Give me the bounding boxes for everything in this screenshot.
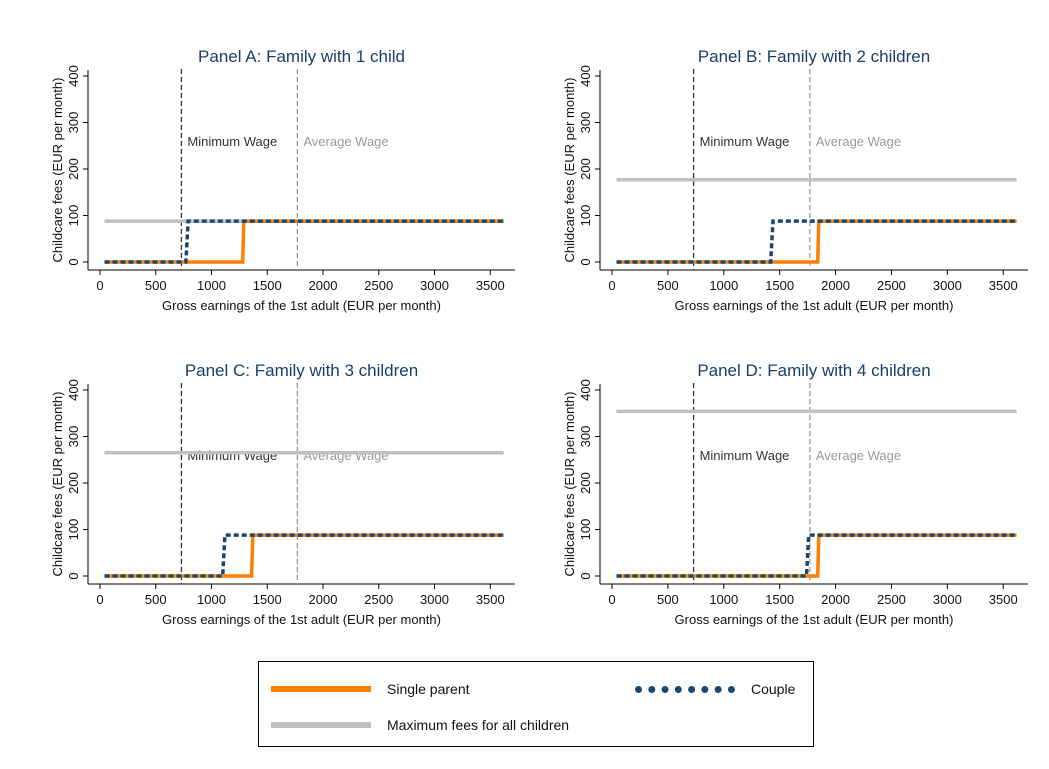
panel-1-series-couple (104, 219, 504, 264)
panel-2-y-axis-title: Childcare fees (EUR per month) (562, 78, 577, 263)
panel-4-x-tick-label: 2000 (821, 592, 850, 607)
panel-3-y-axis-title: Childcare fees (EUR per month) (50, 392, 65, 577)
panel-4-ref-label-minimum-wage: Minimum Wage (700, 448, 790, 463)
panel-1-x-tick-label: 2000 (309, 278, 338, 293)
panel-2-x-tick-label: 0 (608, 278, 615, 293)
legend-swatch-couple (635, 685, 735, 693)
panel-3-ref-label-average-wage: Average Wage (303, 448, 388, 463)
panel-2-y-tick-label: 100 (578, 205, 593, 227)
panel-1-x-axis-title: Gross earnings of the 1st adult (EUR per… (162, 298, 441, 313)
panel-3-x-tick-label: 1000 (197, 592, 226, 607)
panel-1-x-tick-label: 3000 (420, 278, 449, 293)
panel-3-series-single-parent (104, 533, 504, 578)
panel-4-title: Panel D: Family with 4 children (697, 361, 930, 380)
panel-1-ref-label-average-wage: Average Wage (303, 134, 388, 149)
panel-3-x-axis-title: Gross earnings of the 1st adult (EUR per… (162, 612, 441, 627)
panel-2-ref-label-minimum-wage: Minimum Wage (700, 134, 790, 149)
panel-4-ref-label-average-wage: Average Wage (816, 448, 901, 463)
panel-4-y-tick-label: 0 (578, 572, 593, 579)
panel-2-x-tick-label: 3500 (989, 278, 1018, 293)
panel-1-y-axis-title: Childcare fees (EUR per month) (50, 78, 65, 263)
panel-4-x-tick-label: 1000 (709, 592, 738, 607)
panel-3-ref-label-minimum-wage: Minimum Wage (187, 448, 277, 463)
panel-1-ref-label-minimum-wage: Minimum Wage (187, 134, 277, 149)
legend-swatch-max-fees (271, 722, 371, 728)
panel-2-x-tick-label: 2500 (877, 278, 906, 293)
panel-2-y-tick-label: 400 (578, 65, 593, 87)
panel-4-y-tick-label: 100 (578, 519, 593, 541)
panel-2-y-tick-label: 200 (578, 158, 593, 180)
panel-4-y-tick-label: 200 (578, 472, 593, 494)
panel-4-x-tick-label: 500 (657, 592, 679, 607)
panel-2-y-tick-label: 300 (578, 112, 593, 134)
panel-4-x-tick-label: 3000 (933, 592, 962, 607)
panel-2-x-tick-label: 500 (657, 278, 679, 293)
panel-3-x-tick-label: 500 (145, 592, 167, 607)
panel-2-ref-label-average-wage: Average Wage (816, 134, 901, 149)
panel-1-y-tick-label: 200 (66, 158, 81, 180)
panel-2-x-axis-title: Gross earnings of the 1st adult (EUR per… (675, 298, 954, 313)
panel-4-y-tick-label: 400 (578, 379, 593, 401)
legend: Single parent Couple Maximum fees for al… (258, 661, 814, 747)
panel-1-x-tick-label: 0 (96, 278, 103, 293)
legend-swatch-single-parent (271, 686, 371, 692)
panel-3-title: Panel C: Family with 3 children (185, 361, 418, 380)
panel-4-series-single-parent (616, 533, 1017, 578)
panel-3-x-tick-label: 2000 (309, 592, 338, 607)
panel-1-y-tick-label: 0 (66, 258, 81, 265)
panel-2-series-single-parent (616, 219, 1017, 264)
panel-1-y-tick-label: 400 (66, 65, 81, 87)
panel-1-y-tick-label: 100 (66, 205, 81, 227)
panel-3-x-tick-label: 3000 (420, 592, 449, 607)
panel-2-x-tick-label: 1500 (765, 278, 794, 293)
panel-4-y-axis-title: Childcare fees (EUR per month) (562, 392, 577, 577)
panel-1-x-tick-label: 3500 (476, 278, 505, 293)
panel-4-x-tick-label: 2500 (877, 592, 906, 607)
panel-2-title: Panel B: Family with 2 children (698, 47, 930, 66)
panel-2-x-tick-label: 2000 (821, 278, 850, 293)
panel-3-x-tick-label: 1500 (253, 592, 282, 607)
panel-3-y-tick-label: 100 (66, 519, 81, 541)
panel-4-x-tick-label: 3500 (989, 592, 1018, 607)
panel-2-x-tick-label: 3000 (933, 278, 962, 293)
legend-label-max-fees: Maximum fees for all children (387, 717, 570, 733)
panel-3-x-tick-label: 0 (96, 592, 103, 607)
legend-label-single-parent: Single parent (387, 681, 470, 697)
panel-1-series-single-parent (104, 219, 504, 264)
panel-3-x-tick-label: 2500 (364, 592, 393, 607)
panel-1-title: Panel A: Family with 1 child (198, 47, 405, 66)
legend-label-couple: Couple (751, 681, 796, 697)
panel-2-y-tick-label: 0 (578, 258, 593, 265)
panel-4-x-tick-label: 0 (608, 592, 615, 607)
panel-2-x-tick-label: 1000 (709, 278, 738, 293)
legend-item-max-fees: Maximum fees for all children (271, 715, 569, 735)
panel-1-x-tick-label: 1500 (253, 278, 282, 293)
panel-4-x-tick-label: 1500 (765, 592, 794, 607)
panel-3-x-tick-label: 3500 (476, 592, 505, 607)
panel-3-y-tick-label: 200 (66, 472, 81, 494)
panel-3-y-tick-label: 300 (66, 426, 81, 448)
panel-2-series-couple (616, 219, 1017, 264)
panel-4-y-tick-label: 300 (578, 426, 593, 448)
panel-1-y-tick-label: 300 (66, 112, 81, 134)
legend-item-single-parent: Single parent (271, 679, 470, 699)
panel-3-y-tick-label: 0 (66, 572, 81, 579)
panel-1-x-tick-label: 500 (145, 278, 167, 293)
panel-1-x-tick-label: 1000 (197, 278, 226, 293)
panel-1-x-tick-label: 2500 (364, 278, 393, 293)
panel-4-x-axis-title: Gross earnings of the 1st adult (EUR per… (675, 612, 954, 627)
panel-3-y-tick-label: 400 (66, 379, 81, 401)
panel-4-series-couple (616, 533, 1017, 578)
panel-3-series-couple (104, 533, 504, 578)
legend-item-couple: Couple (635, 679, 795, 699)
